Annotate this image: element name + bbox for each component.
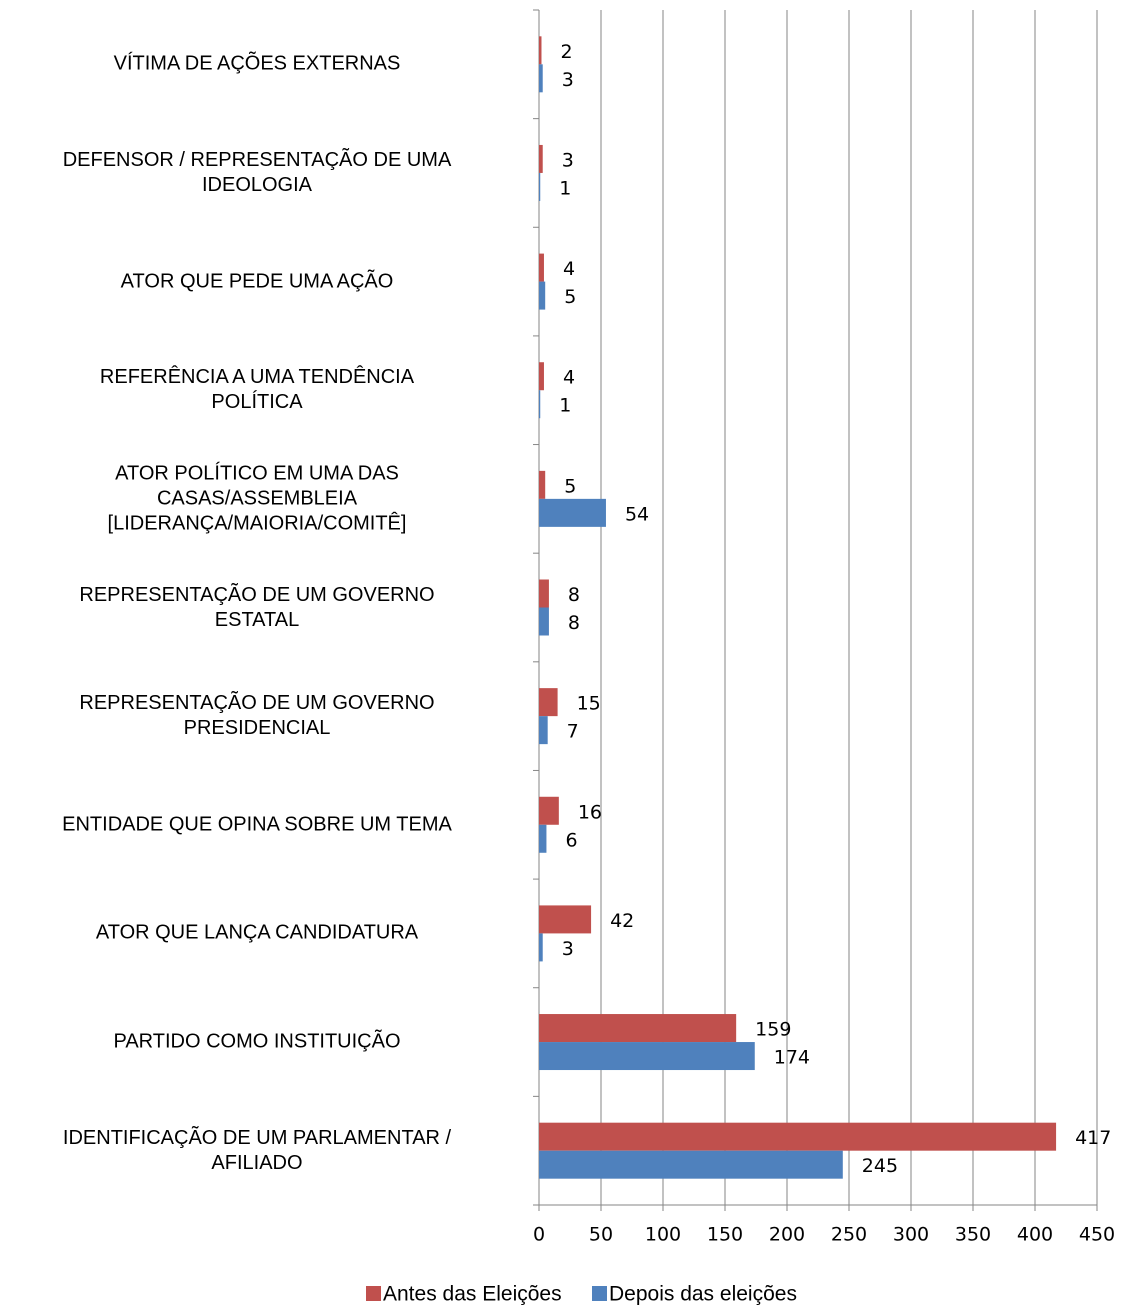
x-tick-label: 50 [589, 1224, 613, 1246]
bar [539, 933, 543, 962]
bar [539, 172, 541, 201]
category-label: VÍTIMA DE AÇÕES EXTERNAS [113, 52, 401, 75]
category-label: PARTIDO COMO INSTITUIÇÃO [113, 1030, 401, 1053]
bar [539, 1042, 755, 1071]
value-label: 4 [563, 258, 575, 280]
bar [539, 253, 544, 282]
value-label: 42 [610, 910, 634, 932]
value-label: 3 [562, 69, 574, 91]
x-tick-label: 100 [645, 1224, 681, 1246]
category-label: REPRESENTAÇÃO DE UM GOVERNO PRESIDENCIAL [79, 692, 435, 740]
bar [539, 1014, 737, 1043]
x-tick-label: 0 [533, 1224, 545, 1246]
value-label: 174 [774, 1047, 810, 1069]
x-tick-label: 400 [1017, 1224, 1053, 1246]
x-tick-label: 300 [893, 1224, 929, 1246]
legend-swatch [592, 1286, 607, 1301]
bar [539, 579, 549, 608]
category-label: DEFENSOR / REPRESENTAÇÃO DE UMA IDEOLOGI… [62, 148, 452, 196]
value-label: 8 [568, 612, 580, 634]
x-tick-label: 350 [955, 1224, 991, 1246]
legend-label: Antes das Eleições [383, 1283, 562, 1306]
bar [539, 1150, 843, 1179]
x-tick-label: 250 [831, 1224, 867, 1246]
value-label: 417 [1075, 1127, 1111, 1149]
value-label: 5 [564, 475, 576, 497]
value-label: 1 [559, 177, 571, 199]
value-label: 1 [559, 395, 571, 417]
value-label: 245 [862, 1155, 898, 1177]
x-tick-label: 200 [769, 1224, 805, 1246]
value-label: 5 [564, 286, 576, 308]
bar [539, 1122, 1057, 1151]
value-label: 54 [625, 503, 649, 525]
category-label: REPRESENTAÇÃO DE UM GOVERNO ESTATAL [79, 583, 435, 631]
legend-swatch [366, 1286, 381, 1301]
bar [539, 607, 549, 636]
value-label: 4 [563, 367, 575, 389]
legend-label: Depois das eleições [609, 1283, 797, 1306]
value-label: 159 [755, 1019, 791, 1041]
x-tick-label: 150 [707, 1224, 743, 1246]
value-label: 8 [568, 584, 580, 606]
value-label: 6 [565, 829, 577, 851]
bar [539, 64, 543, 93]
bar [539, 905, 592, 934]
bar [539, 144, 543, 173]
bar [539, 716, 548, 745]
category-label: ENTIDADE QUE OPINA SOBRE UM TEMA [62, 813, 452, 836]
value-label: 7 [567, 721, 579, 743]
category-label: REFERÊNCIA A UMA TENDÊNCIA POLÍTICA [99, 366, 415, 414]
bar [539, 470, 546, 499]
bar [539, 36, 542, 65]
value-label: 2 [560, 41, 572, 63]
value-label: 3 [562, 938, 574, 960]
bar [539, 390, 541, 419]
bar [539, 824, 547, 853]
x-tick-label: 450 [1079, 1224, 1115, 1246]
value-label: 16 [578, 801, 602, 823]
category-label: ATOR QUE LANÇA CANDIDATURA [95, 921, 419, 944]
bar [539, 362, 544, 391]
value-label: 3 [562, 149, 574, 171]
category-label: ATOR QUE PEDE UMA AÇÃO [120, 270, 394, 293]
value-label: 15 [577, 693, 601, 715]
category-label: ATOR POLÍTICO EM UMA DAS CASAS/ASSEMBLEI… [107, 462, 407, 535]
category-label: IDENTIFICAÇÃO DE UM PARLAMENTAR / AFILIA… [62, 1126, 452, 1174]
bar [539, 796, 559, 825]
bar [539, 688, 558, 717]
bar [539, 498, 606, 527]
bar [539, 281, 546, 310]
